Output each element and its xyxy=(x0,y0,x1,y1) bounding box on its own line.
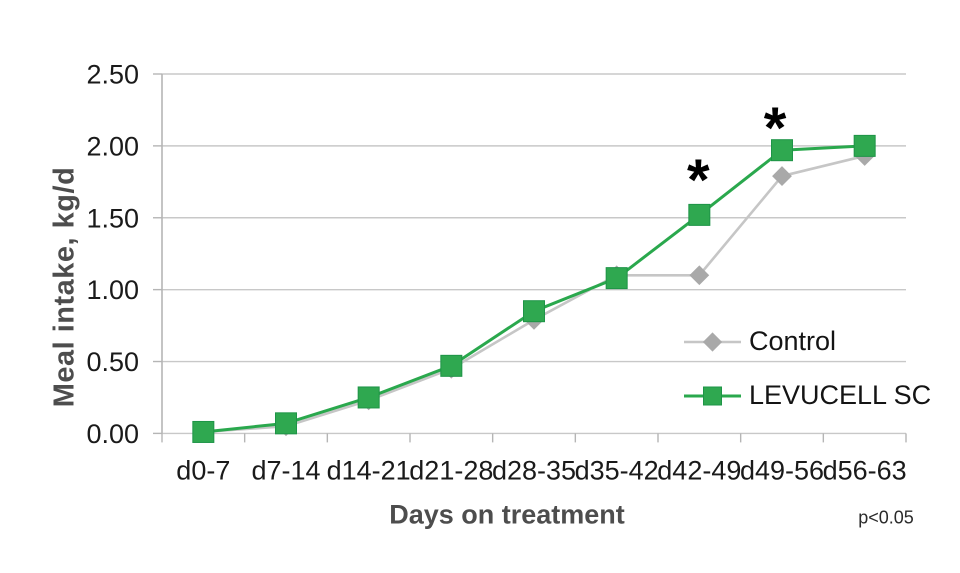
legend-item-control: Control xyxy=(684,327,931,356)
data-point-square-levucell-sc xyxy=(688,203,711,226)
data-point-square-levucell-sc xyxy=(605,267,628,290)
legend-label-control: Control xyxy=(749,326,837,356)
x-tick-label: d21-28 xyxy=(409,455,493,485)
x-tick-label: d14-21 xyxy=(327,455,411,485)
data-point-square-levucell-sc xyxy=(275,412,297,435)
x-tick-label: d49-56 xyxy=(740,455,824,485)
y-tick-label: 2.50 xyxy=(86,60,139,90)
control-diamond-marker-icon xyxy=(684,331,741,352)
x-tick-label: d56-63 xyxy=(823,455,907,485)
y-tick-label: 1.00 xyxy=(86,275,139,305)
chart-legend: Control LEVUCELL SC xyxy=(684,327,931,410)
data-point-square-levucell-sc xyxy=(771,139,793,162)
significance-asterisk: * xyxy=(764,96,787,161)
data-point-square-levucell-sc xyxy=(192,420,215,443)
y-tick-label: 2.00 xyxy=(86,131,139,161)
significance-note: p<0.05 xyxy=(858,507,914,528)
legend-label-levucell: LEVUCELL SC xyxy=(749,380,932,410)
levucell-square-marker-icon xyxy=(684,386,741,405)
x-tick-label: d0-7 xyxy=(176,455,230,485)
x-tick-label: d7-14 xyxy=(251,455,320,485)
y-tick-label: 1.50 xyxy=(86,203,139,233)
data-point-square-levucell-sc xyxy=(853,134,876,157)
y-tick-label: 0.50 xyxy=(86,347,139,377)
data-point-square-levucell-sc xyxy=(523,300,545,323)
y-axis-title: Meal intake, kg/d xyxy=(48,166,81,408)
data-point-square-levucell-sc xyxy=(440,354,463,377)
x-axis-title: Days on treatment xyxy=(389,499,625,530)
x-tick-label: d42-49 xyxy=(657,455,741,485)
x-tick-label: d28-35 xyxy=(492,455,576,485)
data-point-square-levucell-sc xyxy=(357,386,380,409)
x-tick-label: d35-42 xyxy=(575,455,659,485)
significance-asterisk: * xyxy=(687,148,710,213)
legend-item-levucell: LEVUCELL SC xyxy=(684,381,931,410)
y-tick-label: 0.00 xyxy=(86,419,139,449)
